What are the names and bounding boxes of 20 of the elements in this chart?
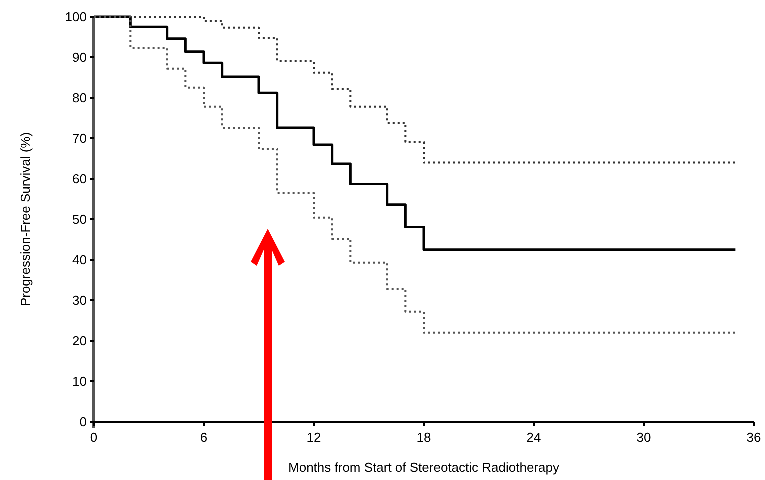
y-axis-title: Progression-Free Survival (%)	[18, 132, 33, 307]
y-tick-label: 60	[72, 172, 87, 187]
y-tick-label: 40	[72, 252, 87, 268]
x-tick-label: 12	[306, 430, 322, 445]
x-tick-label: 18	[416, 430, 432, 445]
y-tick-label: 80	[72, 90, 87, 106]
y-tick-label: 30	[72, 293, 87, 308]
y-tick-label: 20	[72, 334, 87, 349]
y-tick-label: 0	[80, 414, 87, 430]
y-tick-label: 10	[72, 374, 87, 390]
x-axis-title: Months from Start of Stereotactic Radiotherapy	[288, 460, 560, 475]
y-tick-label: 50	[72, 212, 87, 228]
x-tick-label: 0	[90, 430, 98, 445]
x-tick-label: 6	[200, 430, 208, 445]
y-tick-label: 100	[65, 10, 87, 25]
y-tick-label: 90	[72, 50, 87, 66]
x-tick-label: 36	[746, 430, 762, 445]
y-tick-label: 70	[72, 131, 87, 146]
x-tick-label: 24	[526, 430, 542, 445]
x-tick-label: 30	[636, 430, 652, 445]
